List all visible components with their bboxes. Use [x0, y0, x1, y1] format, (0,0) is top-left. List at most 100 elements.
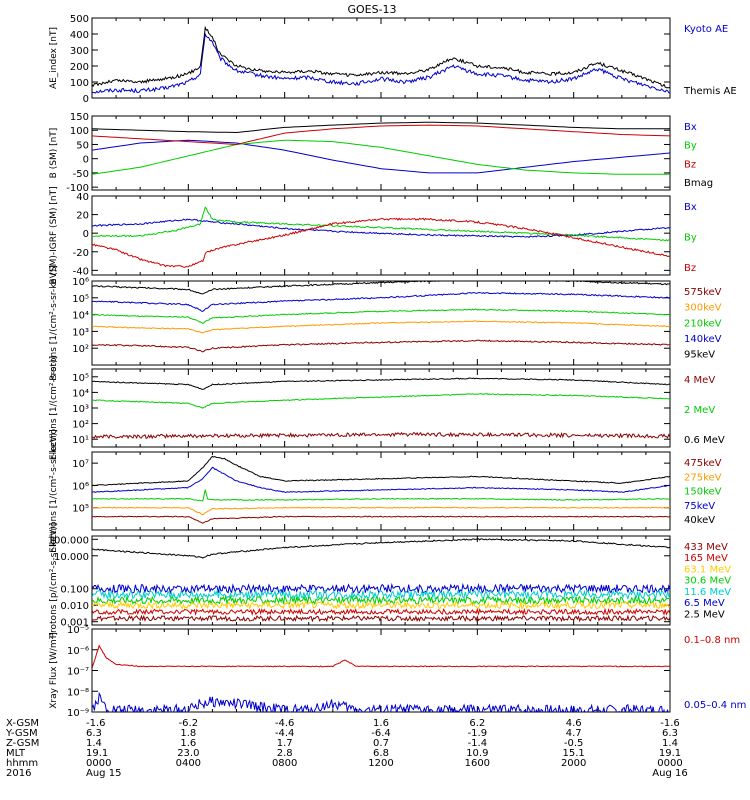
- panel-8: 10⁻⁹ 10⁻⁸ 10⁻⁷ 10⁻⁶ 10⁻⁵ Xray Flux [W/m²] 0.1–…: [49, 625, 746, 719]
- orbit-value: 6.3: [662, 728, 678, 739]
- series-line: [92, 393, 670, 409]
- orbit-row-label: hhmm: [6, 758, 38, 769]
- orbit-value: -6.2: [179, 718, 199, 729]
- y-tick-label: 20: [76, 211, 89, 222]
- y-tick-label: -100: [66, 183, 89, 194]
- series-line: [92, 206, 670, 242]
- legend-entry: By: [684, 141, 697, 152]
- panel-5: 10¹ 10² 10³ 10⁴ 10⁵ Electrons [1/(cm²-s-sr)] 4…: [49, 356, 725, 460]
- legend-entry: 40keV: [684, 515, 715, 526]
- legend-entry: Bx: [684, 202, 697, 213]
- orbit-value: 4.7: [566, 728, 582, 739]
- orbit-value: 0400: [176, 758, 201, 769]
- legend-entry: Bz: [684, 263, 696, 274]
- legend-entry: Bmag: [684, 178, 713, 189]
- orbit-value: 10.9: [466, 748, 488, 759]
- orbit-value: 6.2: [469, 718, 485, 729]
- panel-6: 10⁵ 10⁶ 10⁷ Electrons [1/(cm²-s-sr-keV)] 475…: [49, 429, 722, 552]
- legend-entry: 300keV: [684, 303, 722, 314]
- plot-title: GOES-13: [347, 3, 396, 16]
- legend-entry: Kyoto AE: [684, 24, 728, 35]
- orbit-value: 1200: [368, 758, 393, 769]
- series-line: [92, 582, 670, 595]
- series-line: [92, 339, 670, 353]
- series-line: [92, 121, 670, 134]
- orbit-value: 0000: [86, 758, 111, 769]
- legend-entry: 575keV: [684, 287, 722, 298]
- y-tick-label: 10⁻⁵: [67, 625, 89, 636]
- y-tick-label: 0.001: [60, 618, 89, 629]
- orbit-value: 19.1: [659, 748, 681, 759]
- series-line: [92, 466, 670, 494]
- y-tick-label: 10²: [72, 420, 89, 431]
- orbit-value: -1.6: [86, 718, 106, 729]
- orbit-value: 4.6: [566, 718, 582, 729]
- series-line: [92, 291, 670, 312]
- orbit-row-label: MLT: [6, 748, 26, 759]
- y-tick-label: 10⁻⁹: [67, 708, 89, 719]
- series-line: [92, 644, 670, 669]
- y-tick-label: 100: [70, 78, 89, 89]
- series-line: [92, 32, 670, 94]
- series-line: [92, 691, 670, 712]
- orbit-value: 1.6: [180, 738, 196, 749]
- series-line: [92, 124, 670, 146]
- series-line: [92, 320, 670, 334]
- series-line: [92, 455, 670, 487]
- legend-entry: 2.5 MeV: [684, 609, 725, 620]
- y-tick-label: 100: [70, 126, 89, 137]
- legend-entry: 475keV: [684, 458, 722, 469]
- legend-entry: 433 MeV: [684, 542, 728, 553]
- y-tick-label: 0: [83, 229, 89, 240]
- orbit-value: 1.4: [86, 738, 102, 749]
- legend-entry: 0.1–0.8 nm: [684, 635, 740, 646]
- y-tick-label: -50: [73, 169, 89, 180]
- y-tick-label: -40: [73, 266, 89, 277]
- legend-entry: 165 MeV: [684, 553, 728, 564]
- y-tick-label: 300: [70, 46, 89, 57]
- orbit-row-label: X-GSM: [6, 718, 39, 729]
- legend-entry: 11.6 MeV: [684, 587, 731, 598]
- y-axis-label: Protons [1/(cm²-s-sr-keV)]: [49, 265, 59, 381]
- orbit-value: 6.3: [86, 728, 102, 739]
- legend-entry: 275keV: [684, 472, 722, 483]
- legend-entry: 0.05–0.4 nm: [684, 700, 746, 711]
- series-line: [92, 139, 670, 174]
- y-axis-label: B (SM) [nT]: [49, 128, 59, 179]
- orbit-value: -6.4: [371, 728, 391, 739]
- legend-entry: 150keV: [684, 487, 722, 498]
- series-line: [92, 489, 670, 502]
- y-axis-label: Xray Flux [W/m²]: [49, 632, 59, 708]
- orbit-value: 2000: [561, 758, 586, 769]
- orbit-table: X-GSM -1.6 -6.2 -4.6 1.6 6.2 4.6 -1.6Y-GSM 6.3 1.…: [5, 718, 688, 779]
- series-line: [92, 377, 670, 390]
- orbit-value: 1.4: [662, 738, 678, 749]
- y-axis-label: AE_index [nT]: [49, 27, 59, 89]
- legend-entry: 63.1 MeV: [684, 564, 731, 575]
- orbit-row-label: 2016: [6, 768, 31, 779]
- panel-frame: [91, 115, 671, 191]
- series-line: [92, 308, 670, 324]
- series-line: [92, 538, 670, 559]
- series-line: [92, 218, 670, 239]
- panel-frame: [91, 628, 671, 713]
- y-tick-label: 0: [83, 155, 89, 166]
- series-line: [92, 594, 670, 606]
- series-line: [92, 281, 670, 295]
- series-line: [92, 600, 670, 611]
- series-line: [92, 139, 670, 175]
- y-tick-label: 200: [70, 62, 89, 73]
- orbit-value: 1600: [465, 758, 490, 769]
- orbit-value: -1.9: [468, 728, 488, 739]
- series-line: [92, 506, 670, 516]
- legend-entry: 6.5 MeV: [684, 598, 725, 609]
- y-tick-label: 10²: [72, 344, 89, 355]
- legend-entry: 30.6 MeV: [684, 576, 731, 587]
- legend-entry: By: [684, 233, 697, 244]
- orbit-row-label: Z-GSM: [6, 738, 39, 749]
- orbit-value: -1.4: [468, 738, 488, 749]
- y-tick-label: 50: [76, 140, 89, 151]
- y-tick-label: 10⁵: [72, 294, 89, 305]
- y-axis-label: Electrons [1/(cm²-s-sr-keV)]: [49, 429, 59, 552]
